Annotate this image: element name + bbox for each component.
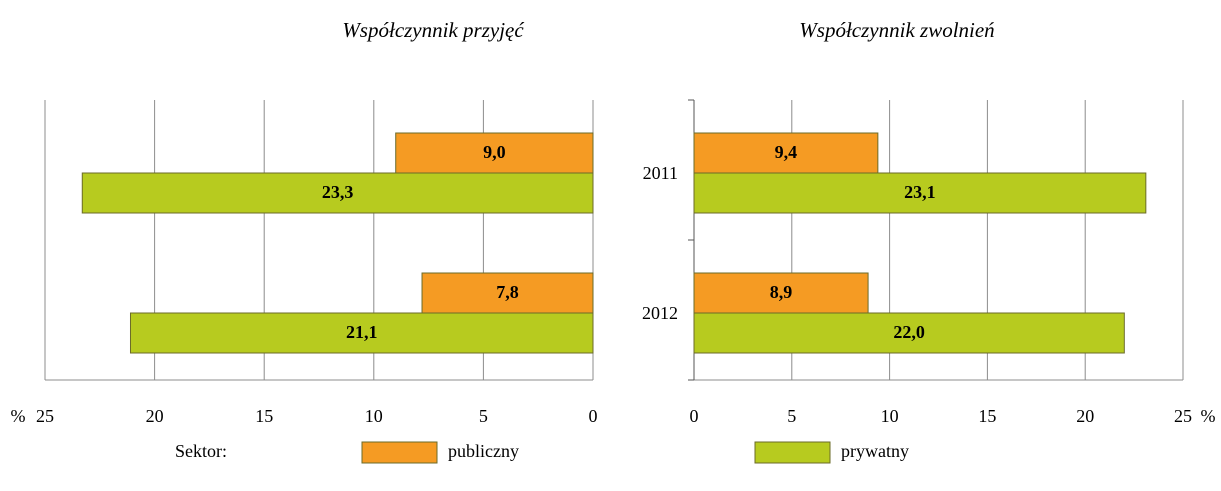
data-label: 23,3 [322, 182, 354, 202]
x-axis-unit: % [11, 406, 26, 426]
x-tick-label: 0 [589, 406, 598, 426]
data-label: 9,0 [483, 142, 506, 162]
chart-title: Współczynnik przyjęć [342, 18, 524, 42]
y-tick-label: 2011 [643, 163, 678, 183]
legend-swatch [754, 441, 831, 464]
data-label: 9,4 [775, 142, 798, 162]
data-label: 22,0 [893, 322, 925, 342]
chart-title: Współczynnik zwolnień [799, 18, 994, 42]
y-tick-label: 2012 [642, 303, 678, 323]
x-tick-label: 15 [978, 406, 996, 426]
bar [693, 132, 879, 174]
x-tick-label: 5 [479, 406, 488, 426]
x-tick-label: 20 [146, 406, 164, 426]
x-tick-label: 25 [1174, 406, 1192, 426]
data-label: 7,8 [496, 282, 519, 302]
x-tick-label: 10 [365, 406, 383, 426]
data-label: 23,1 [904, 182, 936, 202]
data-label: 8,9 [770, 282, 793, 302]
x-tick-label: 0 [690, 406, 699, 426]
bar [129, 312, 594, 354]
x-tick-label: 25 [36, 406, 54, 426]
legend-label: prywatny [841, 441, 909, 461]
legend-title: Sektor: [175, 441, 227, 461]
x-tick-label: 10 [881, 406, 899, 426]
legend-swatch [361, 441, 438, 464]
bar [693, 312, 1125, 354]
bar [693, 172, 1147, 214]
legend-label: publiczny [448, 441, 519, 461]
x-tick-label: 20 [1076, 406, 1094, 426]
x-tick-label: 5 [787, 406, 796, 426]
bar [693, 272, 869, 314]
data-label: 21,1 [346, 322, 378, 342]
bar [81, 172, 594, 214]
x-axis-unit: % [1201, 406, 1216, 426]
x-tick-label: 15 [255, 406, 273, 426]
bar [421, 272, 594, 314]
